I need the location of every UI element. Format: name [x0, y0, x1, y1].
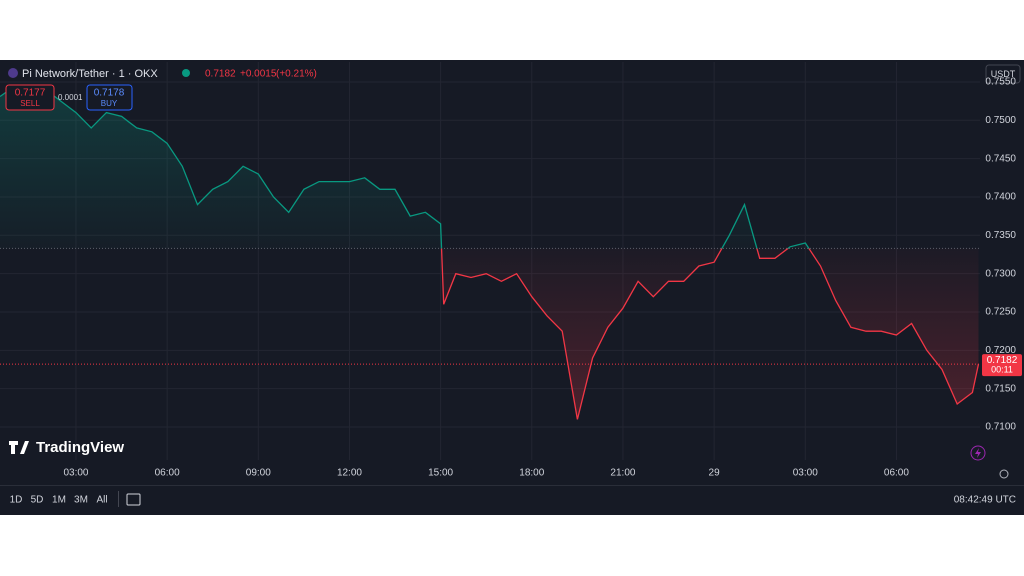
x-tick-label: 18:00 [519, 468, 544, 479]
x-tick-label: 06:00 [884, 468, 909, 479]
sell-label: SELL [20, 99, 40, 108]
y-tick-label: 0.7250 [985, 307, 1016, 318]
change-pct: (+0.21%) [276, 69, 317, 80]
x-tick-label: 03:00 [793, 468, 818, 479]
symbol: Pi Network/Tether · 1 · OKX [22, 68, 158, 80]
x-tick-label: 06:00 [155, 468, 180, 479]
countdown: 00:11 [991, 365, 1013, 375]
buy-label: BUY [101, 99, 118, 108]
calendar-button[interactable] [126, 493, 141, 506]
currency-button[interactable] [985, 64, 1021, 84]
sell-button[interactable] [5, 84, 55, 111]
x-tick-label: 29 [709, 468, 721, 479]
buy-price: 0.7178 [94, 88, 125, 99]
range-button[interactable]: 5D [31, 495, 44, 506]
range-button[interactable]: 1M [52, 495, 66, 506]
range-button[interactable]: 1D [10, 495, 23, 506]
x-tick-label: 12:00 [337, 468, 362, 479]
y-tick-label: 0.7150 [985, 383, 1016, 394]
y-tick-label: 0.7350 [985, 230, 1016, 241]
x-tick-label: 09:00 [246, 468, 271, 479]
clock: 08:42:49 UTC [954, 495, 1016, 506]
y-tick-label: 0.7500 [985, 115, 1016, 126]
range-button[interactable]: 3M [74, 495, 88, 506]
y-tick-label: 0.7550 [985, 77, 1016, 88]
area [0, 85, 979, 420]
status-dot [182, 69, 190, 77]
range-button[interactable]: All [96, 495, 107, 506]
last-price-tag [982, 354, 1022, 377]
price-line [0, 84, 980, 420]
logo-icon [9, 441, 29, 454]
spread: 0.0001 [58, 93, 83, 102]
y-tick-label: 0.7100 [985, 422, 1016, 433]
x-tick-label: 03:00 [63, 468, 88, 479]
y-tick-label: 0.7400 [985, 192, 1016, 203]
symbol-icon [8, 68, 18, 78]
x-tick-label: 21:00 [610, 468, 635, 479]
currency: USDT [991, 69, 1016, 79]
change: +0.0015 [240, 69, 277, 80]
last-price: 0.7182 [205, 69, 236, 80]
logo: TradingView [36, 439, 124, 456]
last-price-label: 0.7182 [987, 355, 1018, 366]
y-tick-label: 0.7200 [985, 345, 1016, 356]
settings-button[interactable] [999, 469, 1009, 479]
y-tick-label: 0.7300 [985, 268, 1016, 279]
lightning-button[interactable] [970, 445, 986, 461]
y-tick-label: 0.7450 [985, 153, 1016, 164]
x-tick-label: 15:00 [428, 468, 453, 479]
lightning-icon [975, 448, 981, 458]
sell-price: 0.7177 [15, 88, 46, 99]
buy-button[interactable] [86, 84, 133, 111]
